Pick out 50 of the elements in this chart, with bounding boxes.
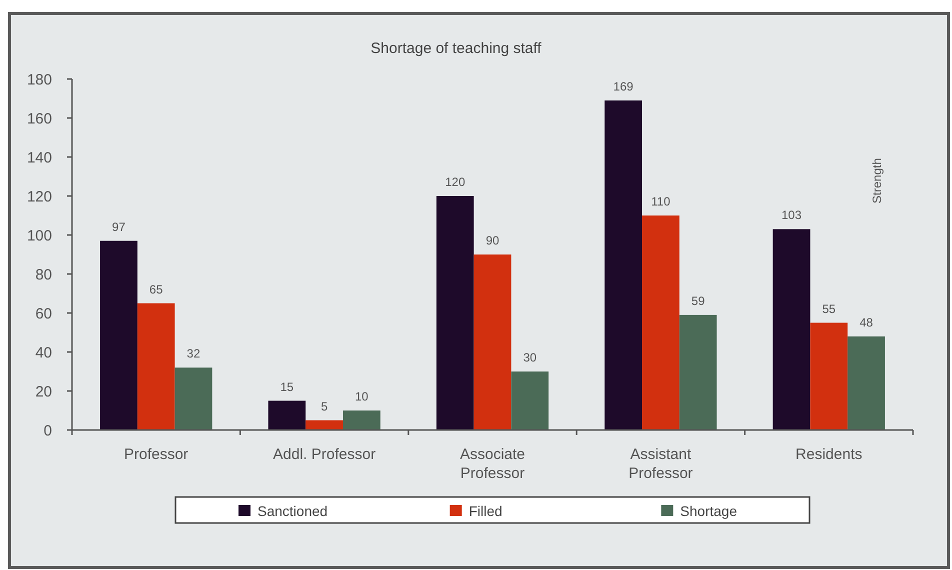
data-label: 15 (280, 380, 294, 394)
data-label: 103 (782, 208, 802, 222)
bar (642, 216, 680, 430)
bar (810, 322, 848, 430)
y-tick-label: 0 (44, 422, 52, 440)
bar (436, 196, 474, 430)
data-label: 48 (860, 315, 874, 330)
data-label: 10 (355, 390, 369, 404)
data-label: 30 (523, 350, 537, 364)
y-axis-title: Strength (870, 158, 884, 204)
y-tick-label: 100 (26, 227, 52, 244)
bar (772, 229, 810, 430)
data-label: 59 (691, 294, 706, 308)
y-tick-label: 160 (26, 110, 52, 128)
data-label: 65 (149, 282, 164, 296)
bar (100, 240, 138, 430)
legend-label: Shortage (680, 503, 738, 519)
y-tick-label: 80 (35, 266, 52, 284)
chart-title: Shortage of teaching staff (370, 40, 542, 57)
data-label: 110 (651, 194, 671, 208)
y-tick-label: 120 (26, 188, 52, 206)
y-tick-label: 140 (26, 149, 52, 166)
x-tick-label: Residents (796, 446, 862, 463)
legend-label: Filled (468, 503, 502, 519)
x-tick-label: Addl. Professor (273, 446, 376, 463)
bar (679, 314, 717, 430)
bar (604, 100, 642, 430)
y-tick-label: 60 (35, 305, 52, 322)
y-tick-label: 180 (26, 71, 52, 88)
data-label: 5 (320, 399, 328, 414)
bar (306, 420, 343, 430)
data-label: 90 (486, 234, 500, 248)
data-label: 32 (186, 346, 200, 361)
x-tick-label: Assistant Professor (628, 446, 693, 482)
bar (474, 254, 512, 430)
bar (137, 303, 175, 430)
x-tick-label: Associate Professor (460, 446, 526, 482)
x-tick-label: Professor (124, 446, 188, 463)
data-label: 97 (112, 220, 126, 234)
y-tick-label: 40 (35, 344, 52, 362)
bar (268, 400, 306, 430)
data-label: 120 (445, 175, 466, 189)
bar (511, 372, 549, 430)
bar (174, 368, 212, 430)
bar (342, 410, 380, 430)
data-label: 55 (822, 302, 836, 316)
legend-label: Sanctioned (258, 503, 328, 519)
bar (848, 336, 885, 430)
data-label: 169 (613, 79, 634, 94)
y-tick-label: 20 (35, 383, 52, 400)
